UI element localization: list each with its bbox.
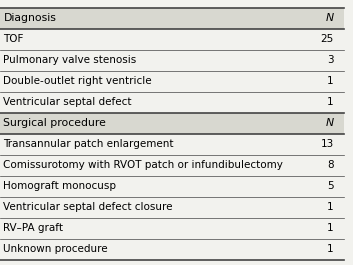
Text: Ventricular septal defect closure: Ventricular septal defect closure <box>4 202 173 212</box>
Text: 5: 5 <box>327 181 334 191</box>
Text: Transannular patch enlargement: Transannular patch enlargement <box>4 139 174 149</box>
Text: N: N <box>325 14 334 23</box>
Text: 8: 8 <box>327 160 334 170</box>
Text: Unknown procedure: Unknown procedure <box>4 244 108 254</box>
Text: 1: 1 <box>327 244 334 254</box>
Text: 1: 1 <box>327 97 334 107</box>
Text: Double-outlet right ventricle: Double-outlet right ventricle <box>4 76 152 86</box>
Text: Surgical procedure: Surgical procedure <box>4 118 106 128</box>
Text: Homograft monocusp: Homograft monocusp <box>4 181 116 191</box>
Bar <box>0 8 344 29</box>
Bar <box>0 113 344 134</box>
Text: TOF: TOF <box>4 34 24 45</box>
Text: 13: 13 <box>321 139 334 149</box>
Text: 1: 1 <box>327 202 334 212</box>
Text: Pulmonary valve stenosis: Pulmonary valve stenosis <box>4 55 137 65</box>
Text: Ventricular septal defect: Ventricular septal defect <box>4 97 132 107</box>
Text: Comissurotomy with RVOT patch or infundibulectomy: Comissurotomy with RVOT patch or infundi… <box>4 160 283 170</box>
Text: 25: 25 <box>321 34 334 45</box>
Text: 1: 1 <box>327 76 334 86</box>
Text: 1: 1 <box>327 223 334 233</box>
Text: Diagnosis: Diagnosis <box>4 14 56 23</box>
Text: N: N <box>325 118 334 128</box>
Text: RV–PA graft: RV–PA graft <box>4 223 64 233</box>
Text: 3: 3 <box>327 55 334 65</box>
